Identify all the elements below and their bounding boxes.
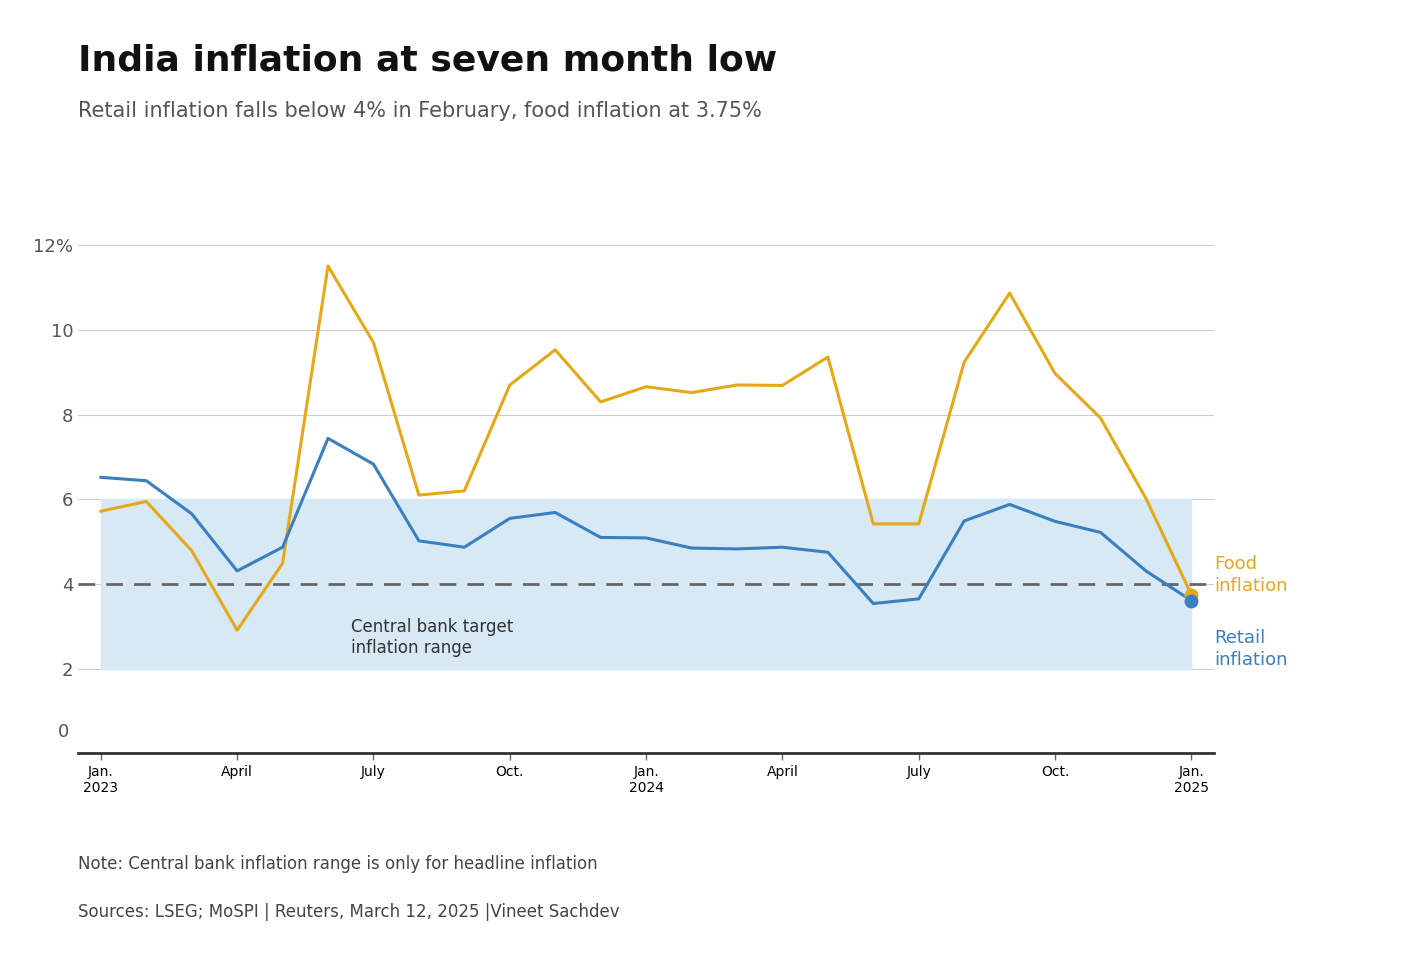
Text: Retail
inflation: Retail inflation: [1214, 629, 1288, 669]
Text: Note: Central bank inflation range is only for headline inflation: Note: Central bank inflation range is on…: [78, 855, 598, 873]
Text: Sources: LSEG; MoSPI | Reuters, March 12, 2025 |Vineet Sachdev: Sources: LSEG; MoSPI | Reuters, March 12…: [78, 903, 619, 922]
Text: India inflation at seven month low: India inflation at seven month low: [78, 43, 777, 77]
Text: Central bank target
inflation range: Central bank target inflation range: [351, 618, 513, 657]
Text: Food
inflation: Food inflation: [1214, 555, 1288, 595]
Text: Retail inflation falls below 4% in February, food inflation at 3.75%: Retail inflation falls below 4% in Febru…: [78, 101, 763, 122]
Text: 0: 0: [58, 723, 70, 741]
